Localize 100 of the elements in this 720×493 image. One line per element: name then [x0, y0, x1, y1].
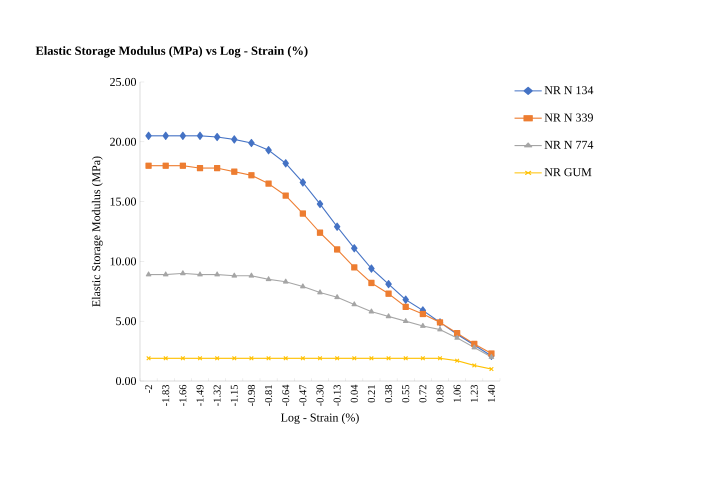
y-tick-label: 15.00 [110, 198, 136, 206]
point [454, 358, 460, 364]
x-tick-label: -1.83 [162, 384, 170, 406]
point [437, 326, 443, 332]
y-tick-label: 0.00 [116, 376, 136, 386]
point [162, 132, 169, 140]
x-tick-label: 0.89 [436, 384, 444, 402]
x-tick-label: 0.21 [368, 385, 375, 402]
point [266, 276, 272, 282]
point [196, 132, 204, 140]
point [472, 363, 477, 368]
point [180, 132, 186, 140]
point [454, 334, 460, 340]
point [145, 162, 152, 169]
point [368, 264, 375, 273]
point [403, 356, 408, 361]
x-tick-label: -2 [145, 385, 152, 393]
x-tick-label: 0.04 [350, 384, 358, 402]
point [282, 278, 289, 284]
point [386, 356, 391, 361]
point [438, 356, 442, 361]
chart-title: Elastic Storage Modulus (MPa) vs Log - Strain (%) [36, 46, 308, 58]
point [196, 164, 204, 172]
x-tick-label: 1.23 [470, 384, 478, 402]
point [316, 200, 324, 208]
point [420, 310, 426, 318]
point [351, 301, 358, 306]
point [300, 210, 306, 217]
point [282, 159, 289, 168]
y-tick-label: 5.00 [116, 317, 136, 326]
x-tick-label: -0.81 [265, 385, 272, 406]
point [369, 356, 374, 361]
point [300, 356, 306, 361]
point [283, 356, 288, 361]
point [163, 356, 168, 361]
x-tick-label: -0.13 [334, 384, 341, 406]
y-tick-label: 10.00 [110, 257, 136, 266]
x-tick-label: -1.32 [214, 385, 221, 406]
y-tick-label: 25.00 [110, 78, 136, 86]
x-tick-label: 0.55 [402, 384, 410, 402]
x-tick-label: -0.30 [316, 384, 324, 406]
point [300, 178, 306, 187]
x-tick-label: 1.40 [488, 384, 495, 402]
point [162, 271, 169, 276]
point [334, 356, 340, 361]
legend-label: NR GUM [544, 168, 592, 176]
point [385, 280, 392, 288]
point [146, 271, 152, 276]
point [402, 318, 409, 324]
point [334, 246, 340, 253]
point [180, 270, 186, 276]
point [402, 304, 409, 310]
point [351, 264, 358, 271]
point [352, 356, 357, 361]
point [334, 294, 340, 300]
point [318, 356, 322, 361]
point [471, 344, 478, 350]
y-axis-title: Elastic Storage Modulus (MPa) [92, 156, 103, 307]
point [162, 162, 169, 169]
x-tick-label: 0.72 [419, 385, 426, 402]
point [420, 356, 426, 361]
x-tick-label: -0.64 [282, 384, 290, 406]
point [180, 356, 186, 361]
point [368, 308, 374, 314]
point [232, 356, 237, 361]
point [197, 271, 203, 276]
point [214, 164, 220, 172]
point [334, 222, 340, 231]
legend-label: NR N 339 [544, 114, 593, 122]
x-tick-label: -0.47 [299, 384, 306, 406]
point [300, 283, 306, 288]
point [145, 132, 152, 140]
x-axis-title: Log - Strain (%) [281, 413, 359, 424]
point [265, 146, 272, 154]
point [214, 356, 220, 361]
point [180, 162, 186, 169]
x-tick-label: 0.38 [385, 384, 392, 402]
point [231, 168, 238, 175]
point [198, 356, 202, 361]
y-tick-label: 20.00 [110, 138, 136, 146]
point [351, 244, 358, 252]
legend-label: NR N 774 [544, 140, 594, 149]
point [214, 271, 220, 276]
point [231, 272, 238, 278]
point [248, 272, 254, 278]
point [265, 180, 272, 187]
x-tick-label: -1.49 [196, 384, 204, 406]
point [316, 230, 324, 236]
point [266, 356, 271, 361]
legend-label: NR N 134 [544, 86, 594, 94]
point [368, 280, 375, 286]
point [282, 192, 289, 199]
point [248, 172, 255, 178]
point [231, 135, 238, 144]
x-tick-label: -1.15 [230, 384, 238, 406]
x-tick-label: -1.66 [179, 384, 186, 406]
x-tick-label: 1.06 [454, 384, 461, 402]
point [385, 290, 392, 297]
point [420, 322, 426, 328]
point [402, 296, 409, 304]
